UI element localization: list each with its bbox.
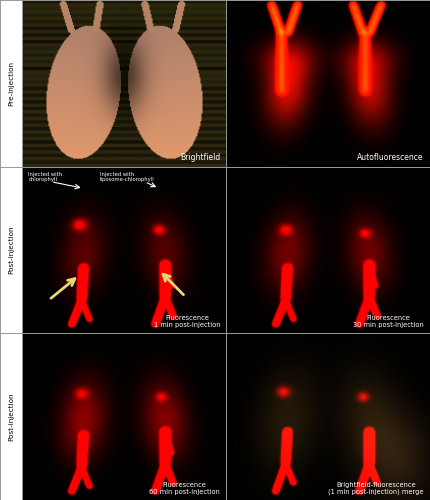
Text: Injected with
chlorophyll: Injected with chlorophyll <box>28 172 63 182</box>
Text: Brightfield-fluorescence
(1 min post-injection) merge: Brightfield-fluorescence (1 min post-inj… <box>329 482 424 495</box>
Text: Post-injection: Post-injection <box>8 226 14 274</box>
Text: Fluorescence
1 min post-injection: Fluorescence 1 min post-injection <box>154 316 220 328</box>
Text: Fluorescence
60 min post-injection: Fluorescence 60 min post-injection <box>149 482 220 495</box>
Text: Autofluorescence: Autofluorescence <box>357 152 424 162</box>
Text: Brightfield: Brightfield <box>180 152 220 162</box>
Text: Post-injection: Post-injection <box>8 392 14 441</box>
Text: Pre-injection: Pre-injection <box>8 61 14 106</box>
Text: Fluorescence
30 min post-injection: Fluorescence 30 min post-injection <box>353 316 424 328</box>
Text: Injected with
liposome-chlorophyll: Injected with liposome-chlorophyll <box>100 172 154 182</box>
